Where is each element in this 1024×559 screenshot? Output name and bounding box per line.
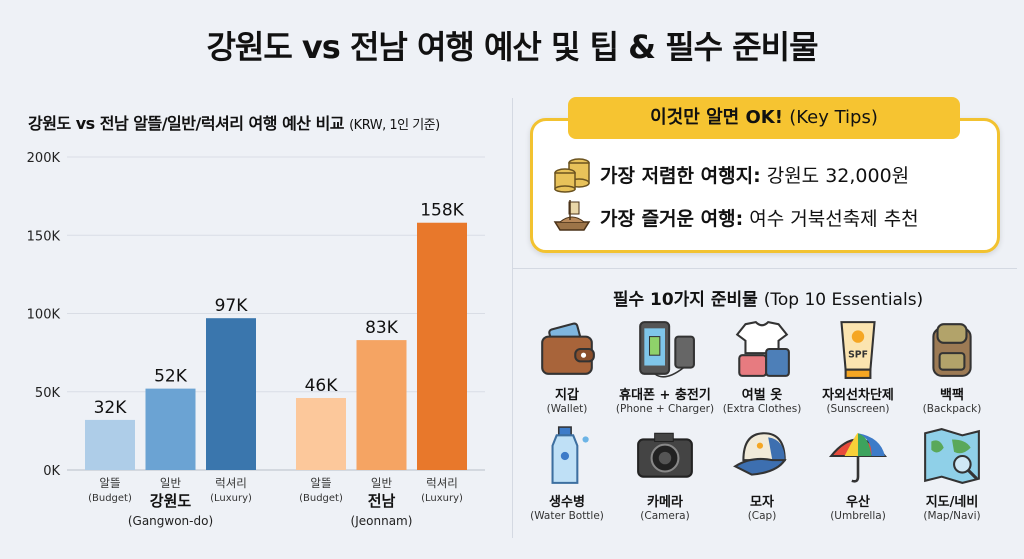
essential-label: 지갑 [555,388,579,403]
camera-icon [637,432,693,478]
chart-subtitle: (KRW, 1인 기준) [349,118,440,133]
chart-title: 강원도 vs 전남 알뜰/일반/럭셔리 여행 예산 비교 (KRW, 1인 기준… [28,110,440,134]
essential-label: 모자 [750,495,774,510]
tip-value: 강원도 32,000원 [766,164,910,187]
category-label: 일반 [160,476,182,490]
umbrella-icon [828,432,888,483]
essentials-title: 필수 10가지 준비물 (Top 10 Essentials) [512,285,1024,310]
y-tick-label: 150K [27,229,61,244]
tip-value: 여수 거북선축제 추천 [749,207,919,230]
chart-title-text: 강원도 vs 전남 알뜰/일반/럭셔리 여행 예산 비교 [28,114,345,133]
essential-item: 지도/네비 (Map/Navi) [897,425,1007,522]
key-tips-box [530,118,1000,253]
essential-label-en: (Backpack) [922,403,982,415]
group-label-en: (Jeonnam) [351,514,413,528]
wallet-icon [541,322,595,375]
bar [145,388,196,470]
y-tick-label: 50K [35,386,61,401]
category-label-en: (Luxury) [210,493,252,504]
sunscreen-icon: SPF [840,321,876,379]
key-tips-header: 이것만 알면 OK! (Key Tips) [568,97,960,139]
essential-label: 휴대폰 + 충전기 [619,388,711,403]
bar-value-label: 52K [154,367,188,387]
essential-item: 우산 (Umbrella) [803,425,913,522]
cap-icon [733,432,787,476]
group-label: 전남 [368,492,396,510]
essential-item: 백팩 (Backpack) [897,318,1007,415]
map-icon [924,428,980,484]
category-label: 일반 [371,476,393,490]
divider [512,268,1017,269]
essential-label-en: (Water Bottle) [530,510,604,522]
essential-label: 여벌 옷 [741,388,783,403]
essential-label: 지도/네비 [925,495,979,510]
essential-label-en: (Umbrella) [830,510,886,522]
category-label: 럭셔리 [426,476,458,490]
essential-item: 카메라 (Camera) [610,425,720,522]
category-label: 알뜰 [310,476,331,490]
bar-value-label: 97K [215,296,249,316]
bar [296,398,346,470]
essential-item: 모자 (Cap) [707,425,817,522]
budget-bar-chart: 0K 50K 100K 150K 200K 32K 알뜰 (Budget) 52K 일반 97K 럭셔… [27,151,485,528]
essentials-title-en: (Top 10 Essentials) [763,290,924,310]
bar-value-label: 46K [305,376,339,396]
bar-value-label: 32K [94,398,128,418]
essential-label: 우산 [846,495,870,510]
group-label: 강원도 [150,492,192,510]
category-label-en: (Budget) [299,493,343,504]
essential-item: 휴대폰 + 충전기 (Phone + Charger) [610,318,720,415]
essential-label: 백팩 [940,388,964,403]
svg-text:SPF: SPF [848,349,868,360]
essential-label: 카메라 [647,495,683,510]
essential-label-en: (Phone + Charger) [615,403,715,415]
tip-label: 가장 저렴한 여행지: [600,164,761,187]
essentials-title-ko: 필수 10가지 준비물 [612,290,758,310]
phone-charger-icon [639,321,695,378]
category-label-en: (Luxury) [421,493,463,504]
turtle-ship-icon [553,200,591,231]
essential-label-en: (Wallet) [546,403,588,415]
essential-label-en: (Sunscreen) [826,403,890,415]
group-label-en: (Gangwon-do) [128,514,213,528]
water-bottle-icon [551,426,589,484]
essential-item: 지갑 (Wallet) [512,318,622,415]
bar [356,340,407,470]
coins-icon [554,158,590,193]
essential-item: 생수병 (Water Bottle) [512,425,622,522]
y-tick-label: 0K [43,464,60,479]
bar-value-label: 158K [420,201,464,221]
essential-label-en: (Camera) [640,510,690,522]
essential-item: SPF 자외선차단제 (Sunscreen) [803,318,913,415]
essential-label-en: (Extra Clothes) [722,403,802,415]
essential-label: 자외선차단제 [822,388,894,403]
divider [512,98,513,538]
y-tick-label: 100K [27,308,61,323]
essential-item: 여벌 옷 (Extra Clothes) [707,318,817,415]
key-tips-title-en: (Key Tips) [789,107,878,128]
category-label: 알뜰 [99,476,120,490]
essential-label: 생수병 [549,495,585,510]
y-tick-label: 200K [27,151,61,166]
essential-label-en: (Map/Navi) [923,510,981,522]
essential-label-en: (Cap) [747,510,777,522]
category-label-en: (Budget) [88,493,132,504]
bar [417,222,467,470]
tip-label: 가장 즐거운 여행: [600,207,744,230]
bar-value-label: 83K [365,318,399,338]
bar [85,419,135,470]
bar [206,318,256,470]
tip-fun: 가장 즐거운 여행: 여수 거북선축제 추천 [552,198,919,236]
category-label: 럭셔리 [215,476,247,490]
tip-cheapest: 가장 저렴한 여행지: 강원도 32,000원 [552,155,909,193]
page-title: 강원도 vs 전남 여행 예산 및 팁 & 필수 준비물 [206,28,818,66]
clothes-icon [735,321,790,377]
backpack-icon [932,323,972,377]
key-tips-title: 이것만 알면 OK! [650,107,783,128]
